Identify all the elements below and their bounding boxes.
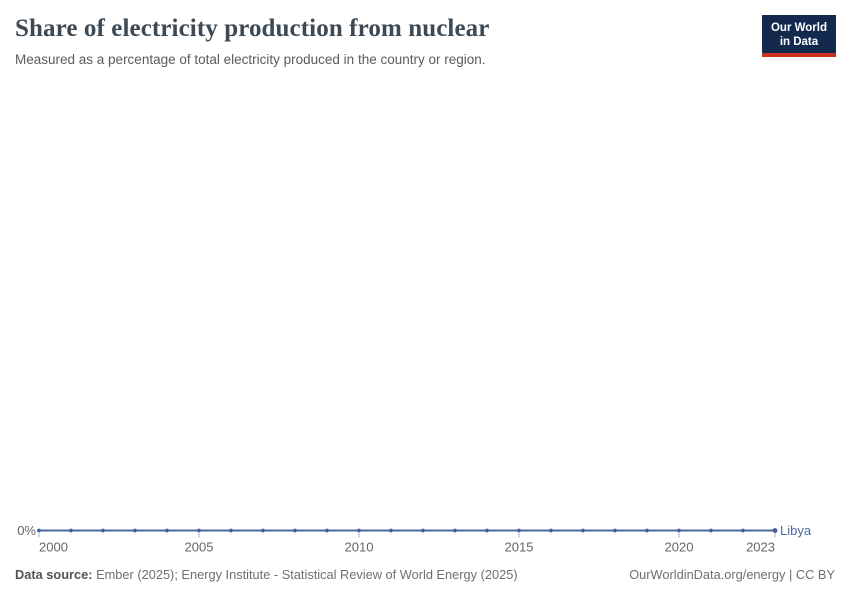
data-point[interactable] <box>581 528 585 533</box>
chart-subtitle: Measured as a percentage of total electr… <box>15 52 486 67</box>
data-point[interactable] <box>517 528 521 533</box>
data-point[interactable] <box>485 528 489 533</box>
data-point[interactable] <box>772 528 778 533</box>
x-axis-tick-label: 2005 <box>185 540 214 555</box>
owid-logo[interactable]: Our World in Data <box>761 15 836 58</box>
y-axis-tick-label: 0% <box>17 523 36 538</box>
data-point[interactable] <box>645 528 649 533</box>
x-axis-tick-label: 2015 <box>505 540 534 555</box>
x-axis-tick-label: 2000 <box>39 540 68 555</box>
data-point[interactable] <box>741 528 745 533</box>
data-point[interactable] <box>389 528 393 533</box>
data-point[interactable] <box>357 528 361 533</box>
data-source-note: Data source: Ember (2025); Energy Instit… <box>15 567 518 583</box>
data-point[interactable] <box>229 528 233 533</box>
data-point[interactable] <box>165 528 169 533</box>
data-point[interactable] <box>677 528 681 533</box>
owid-logo-line2: in Data <box>779 36 819 49</box>
series-label-libya[interactable]: Libya <box>780 523 812 538</box>
x-axis-tick-label: 2020 <box>665 540 694 555</box>
x-axis-tick-label: 2010 <box>345 540 374 555</box>
data-point[interactable] <box>613 528 617 533</box>
data-point[interactable] <box>37 528 41 533</box>
credit-link[interactable]: OurWorldinData.org/energy | CC BY <box>629 567 835 582</box>
owid-logo-line1: Our World <box>770 22 827 34</box>
data-point[interactable] <box>101 528 105 533</box>
data-source-text: Ember (2025); Energy Institute - Statist… <box>92 567 518 582</box>
data-point[interactable] <box>133 528 137 533</box>
data-point[interactable] <box>709 528 713 533</box>
data-source-label: Data source: <box>15 567 93 582</box>
chart-title: Share of electricity production from nuc… <box>15 15 490 42</box>
data-point[interactable] <box>421 528 425 533</box>
chart-footer: Data source: Ember (2025); Energy Instit… <box>15 567 835 583</box>
data-point[interactable] <box>293 528 297 533</box>
data-point[interactable] <box>261 528 265 533</box>
data-point[interactable] <box>197 528 201 533</box>
x-axis-tick-label: 2023 <box>746 540 775 555</box>
data-point[interactable] <box>549 528 553 533</box>
data-point[interactable] <box>325 528 329 533</box>
data-point[interactable] <box>69 528 73 533</box>
data-point[interactable] <box>453 528 457 533</box>
